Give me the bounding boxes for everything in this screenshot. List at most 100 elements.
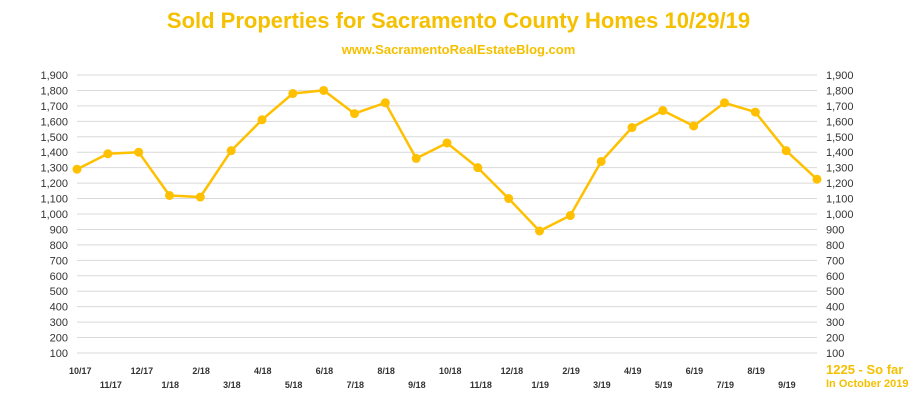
y-tick-label-left: 300 <box>50 317 68 329</box>
data-point <box>781 146 791 156</box>
x-tick-label: 11/18 <box>470 380 492 390</box>
y-tick-label-left: 1,400 <box>40 147 68 159</box>
data-point <box>750 107 760 117</box>
y-tick-label-left: 500 <box>50 286 68 298</box>
x-tick-label: 7/18 <box>347 380 365 390</box>
y-tick-label-left: 1,700 <box>40 101 68 113</box>
y-tick-label-right: 200 <box>826 333 844 345</box>
data-point <box>442 138 452 148</box>
data-point <box>689 121 699 131</box>
x-tick-label: 10/17 <box>69 366 92 376</box>
y-tick-label-right: 1,600 <box>826 116 854 128</box>
annotation-month-label: In October 2019 <box>826 378 909 390</box>
data-point <box>319 85 329 95</box>
data-point <box>627 123 637 133</box>
x-tick-label: 8/18 <box>377 366 395 376</box>
x-tick-label: 2/19 <box>562 366 580 376</box>
y-tick-label-left: 100 <box>50 348 68 360</box>
y-tick-label-left: 400 <box>50 302 68 314</box>
y-tick-label-right: 500 <box>826 286 844 298</box>
data-point <box>535 226 544 236</box>
y-tick-label-left: 200 <box>50 333 68 345</box>
x-tick-label: 7/19 <box>717 380 735 390</box>
x-tick-label: 5/19 <box>655 380 673 390</box>
y-axis-right: 100 200 300 400 500 600 700 800 900 1,000 1,100 1,2… <box>826 70 854 360</box>
y-tick-label-right: 1,800 <box>826 85 854 97</box>
x-tick-label: 8/19 <box>747 366 765 376</box>
x-tick-label: 6/19 <box>686 366 704 376</box>
x-tick-label: 9/19 <box>778 380 796 390</box>
data-point <box>380 98 390 108</box>
x-tick-label: 3/19 <box>593 380 611 390</box>
x-tick-label: 5/18 <box>285 380 303 390</box>
x-tick-label: 11/17 <box>100 380 122 390</box>
data-point <box>103 149 113 159</box>
data-point <box>658 106 668 116</box>
data-point <box>195 192 205 202</box>
y-tick-label-right: 100 <box>826 348 844 360</box>
y-tick-label-right: 1,900 <box>826 70 854 82</box>
data-point <box>812 174 822 184</box>
y-tick-label-right: 700 <box>826 255 844 267</box>
y-tick-label-right: 800 <box>826 240 844 252</box>
x-tick-label: 1/19 <box>532 380 550 390</box>
y-tick-label-right: 900 <box>826 224 844 236</box>
x-tick-label: 12/18 <box>501 366 524 376</box>
y-tick-label-right: 1,700 <box>826 101 854 113</box>
x-tick-label: 6/18 <box>316 366 334 376</box>
data-point <box>411 153 421 163</box>
y-tick-label-left: 1,300 <box>40 163 68 175</box>
y-axis-left: 100 200 300 400 500 600 700 800 900 1,000 1,100 1,2… <box>40 70 68 360</box>
data-point <box>350 109 359 119</box>
y-tick-label-right: 1,500 <box>826 132 854 144</box>
y-tick-label-left: 1,800 <box>40 85 68 97</box>
x-tick-label: 4/19 <box>624 366 642 376</box>
x-tick-label: 12/17 <box>131 366 154 376</box>
x-tick-label: 9/18 <box>408 380 426 390</box>
x-tick-label: 1/18 <box>162 380 180 390</box>
annotation-text: - So far <box>854 362 904 377</box>
x-axis: 10/17 11/17 12/17 1/18 2/18 3/18 4/18 5/18 6/18 7… <box>69 366 796 390</box>
y-tick-label-right: 400 <box>826 302 844 314</box>
x-tick-label: 3/18 <box>223 380 241 390</box>
data-point <box>72 164 82 174</box>
y-tick-label-right: 1,100 <box>826 194 854 206</box>
y-tick-label-right: 1,300 <box>826 163 854 175</box>
y-tick-label-left: 1,600 <box>40 116 68 128</box>
data-point <box>257 115 267 125</box>
data-point <box>165 190 174 200</box>
x-tick-label: 10/18 <box>439 366 462 376</box>
y-tick-label-left: 1,100 <box>40 194 68 206</box>
y-tick-label-left: 1,200 <box>40 178 68 190</box>
chart-title: Sold Properties for Sacramento County Ho… <box>166 8 751 33</box>
y-tick-label-left: 1,000 <box>40 209 68 221</box>
series-line <box>76 89 818 233</box>
gridlines <box>77 74 817 354</box>
y-tick-label-right: 1,400 <box>826 147 854 159</box>
y-tick-label-left: 900 <box>50 224 68 236</box>
y-tick-label-left: 1,900 <box>40 70 68 82</box>
data-point <box>565 211 575 221</box>
y-tick-label-left: 600 <box>50 271 68 283</box>
data-point <box>134 147 144 157</box>
y-tick-label-left: 1,500 <box>40 132 68 144</box>
y-tick-label-right: 600 <box>826 271 844 283</box>
data-point <box>504 194 514 204</box>
data-point <box>226 146 236 156</box>
chart-subtitle: www.SacramentoRealEstateBlog.com <box>341 42 576 57</box>
y-tick-label-left: 800 <box>50 240 68 252</box>
x-tick-label: 2/18 <box>192 366 210 376</box>
data-point <box>596 156 606 166</box>
data-point <box>473 163 483 173</box>
y-tick-label-right: 1,000 <box>826 209 854 221</box>
x-tick-label: 4/18 <box>254 366 272 376</box>
data-point <box>720 98 729 108</box>
data-point <box>288 89 298 99</box>
y-tick-label-right: 1,200 <box>826 178 854 190</box>
annotation-value: 1225 <box>826 362 855 377</box>
series-points <box>72 85 822 236</box>
y-tick-label-right: 300 <box>826 317 844 329</box>
y-tick-label-left: 700 <box>50 255 68 267</box>
annotation-current-month: 1225 - So far <box>826 362 903 377</box>
